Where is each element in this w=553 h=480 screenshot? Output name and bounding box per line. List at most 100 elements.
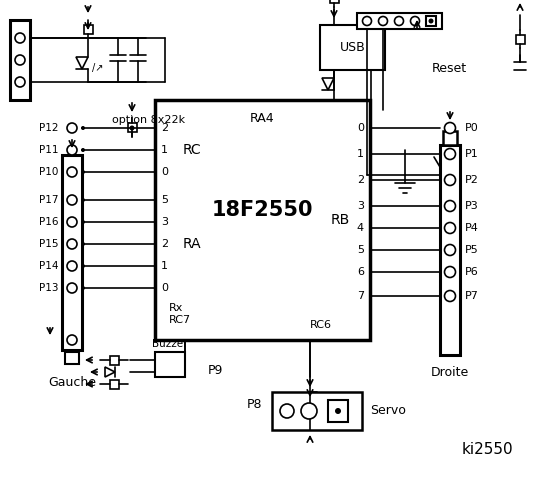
- Circle shape: [81, 148, 85, 152]
- Text: 3: 3: [357, 201, 364, 211]
- Text: option 8x22k: option 8x22k: [112, 115, 185, 125]
- Bar: [62, 155, 82, 350]
- Text: P3: P3: [465, 201, 479, 211]
- Bar: [426, 16, 436, 26]
- Text: P16: P16: [39, 217, 58, 227]
- Circle shape: [363, 16, 372, 25]
- Text: Servo: Servo: [370, 405, 406, 418]
- Circle shape: [445, 244, 456, 255]
- Text: P5: P5: [465, 245, 479, 255]
- Circle shape: [81, 242, 85, 246]
- Text: 7: 7: [357, 291, 364, 301]
- Bar: [10, 20, 30, 100]
- Text: P6: P6: [465, 267, 479, 277]
- Text: RC7: RC7: [169, 315, 191, 325]
- Circle shape: [67, 123, 77, 133]
- Text: P1: P1: [465, 149, 479, 159]
- Bar: [109, 356, 118, 364]
- Text: USB: USB: [340, 41, 366, 54]
- Text: RB: RB: [330, 213, 349, 227]
- Circle shape: [280, 404, 294, 418]
- Bar: [515, 35, 524, 44]
- Bar: [330, 0, 338, 2]
- Bar: [320, 25, 385, 70]
- Bar: [443, 131, 457, 145]
- Circle shape: [445, 122, 456, 133]
- Circle shape: [429, 19, 434, 24]
- Text: Gauche: Gauche: [48, 375, 96, 388]
- Circle shape: [15, 77, 25, 87]
- Bar: [155, 100, 370, 340]
- Text: Reset: Reset: [432, 61, 467, 74]
- Text: Droite: Droite: [431, 367, 469, 380]
- Circle shape: [67, 335, 77, 345]
- Circle shape: [394, 16, 404, 25]
- Text: RA4: RA4: [250, 111, 275, 124]
- Circle shape: [67, 261, 77, 271]
- Text: 2: 2: [357, 175, 364, 185]
- Text: 5: 5: [161, 195, 168, 205]
- Text: P8: P8: [247, 398, 263, 411]
- Text: P14: P14: [39, 261, 58, 271]
- Circle shape: [67, 145, 77, 155]
- Circle shape: [81, 170, 85, 174]
- Circle shape: [445, 266, 456, 277]
- Circle shape: [445, 148, 456, 159]
- Text: 2: 2: [161, 123, 168, 133]
- Circle shape: [81, 126, 85, 130]
- Circle shape: [410, 16, 420, 25]
- Circle shape: [67, 195, 77, 205]
- Text: 1: 1: [161, 261, 168, 271]
- Text: /↗: /↗: [92, 63, 103, 73]
- Circle shape: [129, 125, 134, 131]
- Text: 2: 2: [161, 239, 168, 249]
- Text: P9: P9: [207, 363, 223, 376]
- Text: P10: P10: [39, 167, 58, 177]
- Text: RC6: RC6: [310, 320, 332, 330]
- Bar: [272, 392, 362, 430]
- Circle shape: [445, 201, 456, 212]
- Bar: [128, 122, 137, 132]
- Circle shape: [445, 223, 456, 233]
- Text: 0: 0: [357, 123, 364, 133]
- Text: ki2550: ki2550: [462, 443, 514, 457]
- Text: 5: 5: [357, 245, 364, 255]
- Circle shape: [301, 403, 317, 419]
- Circle shape: [67, 283, 77, 293]
- Text: P2: P2: [465, 175, 479, 185]
- Circle shape: [15, 55, 25, 65]
- Bar: [155, 352, 185, 377]
- Circle shape: [81, 198, 85, 202]
- Text: P11: P11: [39, 145, 58, 155]
- Circle shape: [81, 264, 85, 268]
- Circle shape: [335, 408, 341, 414]
- Circle shape: [445, 175, 456, 185]
- Text: 3: 3: [161, 217, 168, 227]
- Circle shape: [81, 220, 85, 224]
- Circle shape: [378, 16, 388, 25]
- Bar: [84, 24, 92, 34]
- Text: 1: 1: [357, 149, 364, 159]
- Circle shape: [67, 239, 77, 249]
- Text: P12: P12: [39, 123, 58, 133]
- Bar: [65, 352, 79, 364]
- Circle shape: [67, 167, 77, 177]
- Text: 4: 4: [357, 223, 364, 233]
- Text: P0: P0: [465, 123, 479, 133]
- Text: P7: P7: [465, 291, 479, 301]
- Text: RC: RC: [183, 143, 202, 157]
- Circle shape: [445, 290, 456, 301]
- Circle shape: [81, 286, 85, 290]
- Text: 6: 6: [357, 267, 364, 277]
- Text: Rx: Rx: [169, 303, 184, 313]
- Text: 18F2550: 18F2550: [212, 200, 313, 220]
- Text: P17: P17: [39, 195, 58, 205]
- Text: RA: RA: [183, 237, 202, 251]
- Text: 0: 0: [161, 167, 168, 177]
- Text: 1: 1: [161, 145, 168, 155]
- Bar: [440, 145, 460, 355]
- Text: P4: P4: [465, 223, 479, 233]
- Bar: [109, 380, 118, 388]
- Circle shape: [67, 217, 77, 227]
- Text: 0: 0: [161, 283, 168, 293]
